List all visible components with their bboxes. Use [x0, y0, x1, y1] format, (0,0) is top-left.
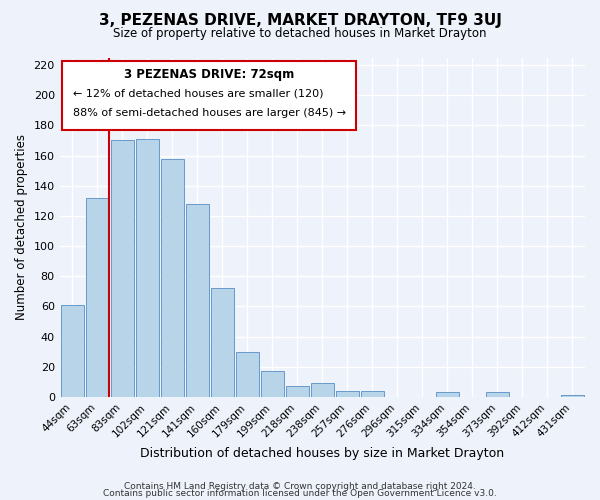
Bar — [261, 372, 284, 397]
Text: Contains public sector information licensed under the Open Government Licence v3: Contains public sector information licen… — [103, 490, 497, 498]
Text: ← 12% of detached houses are smaller (120): ← 12% of detached houses are smaller (12… — [73, 88, 323, 98]
Bar — [436, 392, 459, 397]
Bar — [86, 198, 109, 397]
Text: 88% of semi-detached houses are larger (845) →: 88% of semi-detached houses are larger (… — [73, 108, 346, 118]
Bar — [311, 384, 334, 397]
Bar — [236, 352, 259, 397]
Bar — [336, 391, 359, 397]
Bar — [361, 391, 384, 397]
Y-axis label: Number of detached properties: Number of detached properties — [15, 134, 28, 320]
Bar — [136, 139, 159, 397]
Bar — [61, 305, 83, 397]
Bar — [561, 396, 584, 397]
Bar — [186, 204, 209, 397]
Bar — [286, 386, 309, 397]
FancyBboxPatch shape — [62, 61, 356, 130]
Text: Size of property relative to detached houses in Market Drayton: Size of property relative to detached ho… — [113, 28, 487, 40]
Bar — [110, 140, 134, 397]
Text: Contains HM Land Registry data © Crown copyright and database right 2024.: Contains HM Land Registry data © Crown c… — [124, 482, 476, 491]
Bar — [211, 288, 234, 397]
X-axis label: Distribution of detached houses by size in Market Drayton: Distribution of detached houses by size … — [140, 447, 505, 460]
Text: 3, PEZENAS DRIVE, MARKET DRAYTON, TF9 3UJ: 3, PEZENAS DRIVE, MARKET DRAYTON, TF9 3U… — [98, 12, 502, 28]
Bar — [161, 158, 184, 397]
Bar — [486, 392, 509, 397]
Text: 3 PEZENAS DRIVE: 72sqm: 3 PEZENAS DRIVE: 72sqm — [124, 68, 295, 80]
